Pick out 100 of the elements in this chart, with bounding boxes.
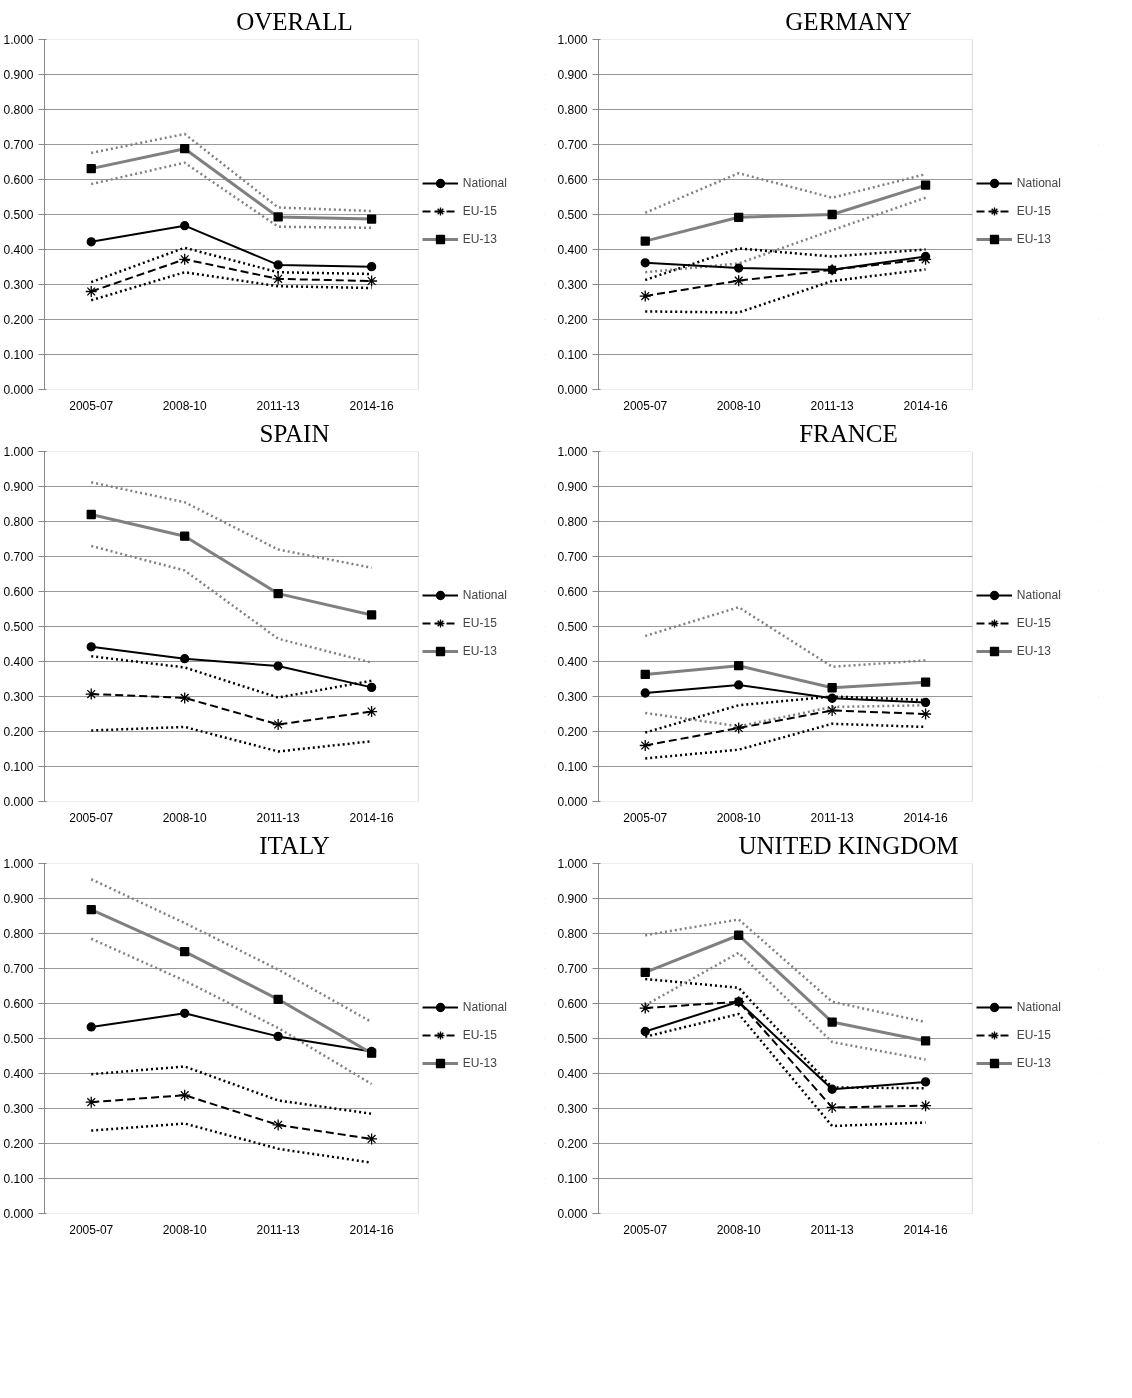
y-tick-label: 1.000	[557, 33, 588, 47]
x-tick-label: 2005-07	[69, 810, 114, 825]
y-tick-label: 0.600	[557, 173, 588, 187]
chart-title: FRANCE	[799, 419, 898, 447]
y-tick-label: 0.600	[3, 173, 34, 187]
y-tick-label: 0.500	[3, 620, 34, 634]
y-tick-label: 0.400	[557, 655, 588, 669]
y-tick-label: 0.900	[557, 480, 588, 494]
y-tick-label: 0.700	[557, 962, 588, 976]
y-tick-label: 0.200	[3, 1137, 34, 1151]
y-tick-label: 0.900	[3, 892, 34, 906]
legend-label: National	[1016, 1000, 1061, 1014]
y-tick-label: 0.300	[557, 690, 588, 704]
y-tick-label: 0.000	[3, 1207, 34, 1221]
y-tick-label: 0.500	[3, 1032, 34, 1046]
y-tick-label: 0.300	[3, 278, 34, 292]
x-tick-label: 2005-07	[623, 1222, 668, 1237]
y-tick-label: 0.200	[557, 725, 588, 739]
y-tick-label: 0.000	[3, 383, 34, 397]
y-tick-label: 0.500	[3, 208, 34, 222]
chart-title: GERMANY	[785, 7, 912, 35]
y-tick-label: 1.000	[3, 445, 34, 459]
legend-label: EU-13	[462, 1056, 497, 1070]
legend-label: National	[462, 1000, 507, 1014]
chart-title: SPAIN	[259, 419, 330, 447]
y-tick-label: 1.000	[3, 857, 34, 871]
chart-title: ITALY	[259, 831, 330, 859]
x-tick-label: 2011-13	[256, 398, 301, 413]
y-tick-label: 0.900	[557, 68, 588, 82]
legend-label: EU-15	[462, 1028, 497, 1042]
chart-title: OVERALL	[236, 7, 353, 35]
x-tick-label: 2008-10	[162, 1222, 208, 1237]
y-tick-label: 0.200	[3, 313, 34, 327]
y-tick-label: 0.200	[557, 1137, 588, 1151]
y-tick-label: 0.400	[557, 1067, 588, 1081]
x-tick-label: 2014-16	[903, 398, 948, 413]
legend-label: EU-13	[1016, 232, 1051, 246]
y-tick-label: 0.300	[557, 1102, 588, 1116]
y-tick-label: 1.000	[557, 857, 588, 871]
y-tick-label: 0.100	[3, 348, 34, 362]
x-tick-label: 2011-13	[256, 1222, 301, 1237]
y-tick-label: 0.400	[3, 1067, 34, 1081]
y-tick-label: 0.300	[3, 690, 34, 704]
y-tick-label: 0.400	[3, 243, 34, 257]
y-tick-label: 1.000	[557, 445, 588, 459]
y-tick-label: 0.100	[557, 348, 588, 362]
y-tick-label: 0.700	[3, 962, 34, 976]
legend-label: EU-13	[462, 644, 497, 658]
y-tick-label: 0.000	[557, 1207, 588, 1221]
y-tick-label: 0.100	[557, 1172, 588, 1186]
x-tick-label: 2011-13	[810, 1222, 855, 1237]
legend-label: EU-15	[462, 616, 497, 630]
legend-label: EU-13	[1016, 644, 1051, 658]
legend-label: National	[462, 176, 507, 190]
x-tick-label: 2014-16	[349, 1222, 394, 1237]
x-tick-label: 2011-13	[810, 398, 855, 413]
x-tick-label: 2008-10	[162, 398, 208, 413]
y-tick-label: 0.100	[557, 760, 588, 774]
y-tick-label: 0.000	[3, 795, 34, 809]
x-tick-label: 2008-10	[716, 398, 762, 413]
y-tick-label: 0.300	[3, 1102, 34, 1116]
x-tick-label: 2008-10	[162, 810, 208, 825]
legend-label: EU-13	[1016, 1056, 1051, 1070]
legend-label: EU-13	[462, 232, 497, 246]
x-tick-label: 2011-13	[810, 810, 855, 825]
y-tick-label: 0.800	[557, 515, 588, 529]
y-tick-label: 0.800	[3, 515, 34, 529]
y-tick-label: 0.700	[3, 138, 34, 152]
y-tick-label: 1.000	[3, 33, 34, 47]
y-tick-label: 0.000	[557, 383, 588, 397]
x-tick-label: 2005-07	[623, 398, 668, 413]
y-tick-label: 0.800	[3, 103, 34, 117]
y-tick-label: 0.800	[3, 927, 34, 941]
y-tick-label: 0.600	[3, 997, 34, 1011]
y-tick-label: 0.600	[3, 585, 34, 599]
x-tick-label: 2014-16	[349, 398, 394, 413]
y-tick-label: 0.900	[557, 892, 588, 906]
y-tick-label: 0.200	[557, 313, 588, 327]
x-tick-label: 2005-07	[69, 398, 114, 413]
y-tick-label: 0.400	[557, 243, 588, 257]
legend-label: EU-15	[462, 204, 497, 218]
legend-label: EU-15	[1016, 1028, 1051, 1042]
legend-label: National	[1016, 588, 1061, 602]
x-tick-label: 2008-10	[716, 810, 762, 825]
y-tick-label: 0.200	[3, 725, 34, 739]
y-tick-label: 0.700	[3, 550, 34, 564]
legend-label: EU-15	[1016, 616, 1051, 630]
y-tick-label: 0.600	[557, 997, 588, 1011]
legend-label: National	[1016, 176, 1061, 190]
y-tick-label: 0.700	[557, 550, 588, 564]
y-tick-label: 0.100	[3, 1172, 34, 1186]
y-tick-label: 0.800	[557, 927, 588, 941]
x-tick-label: 2008-10	[716, 1222, 762, 1237]
y-tick-label: 0.500	[557, 1032, 588, 1046]
legend-label: National	[462, 588, 507, 602]
y-tick-label: 0.400	[3, 655, 34, 669]
y-tick-label: 0.700	[557, 138, 588, 152]
y-tick-label: 0.900	[3, 480, 34, 494]
x-tick-label: 2011-13	[256, 810, 301, 825]
y-tick-label: 0.100	[3, 760, 34, 774]
